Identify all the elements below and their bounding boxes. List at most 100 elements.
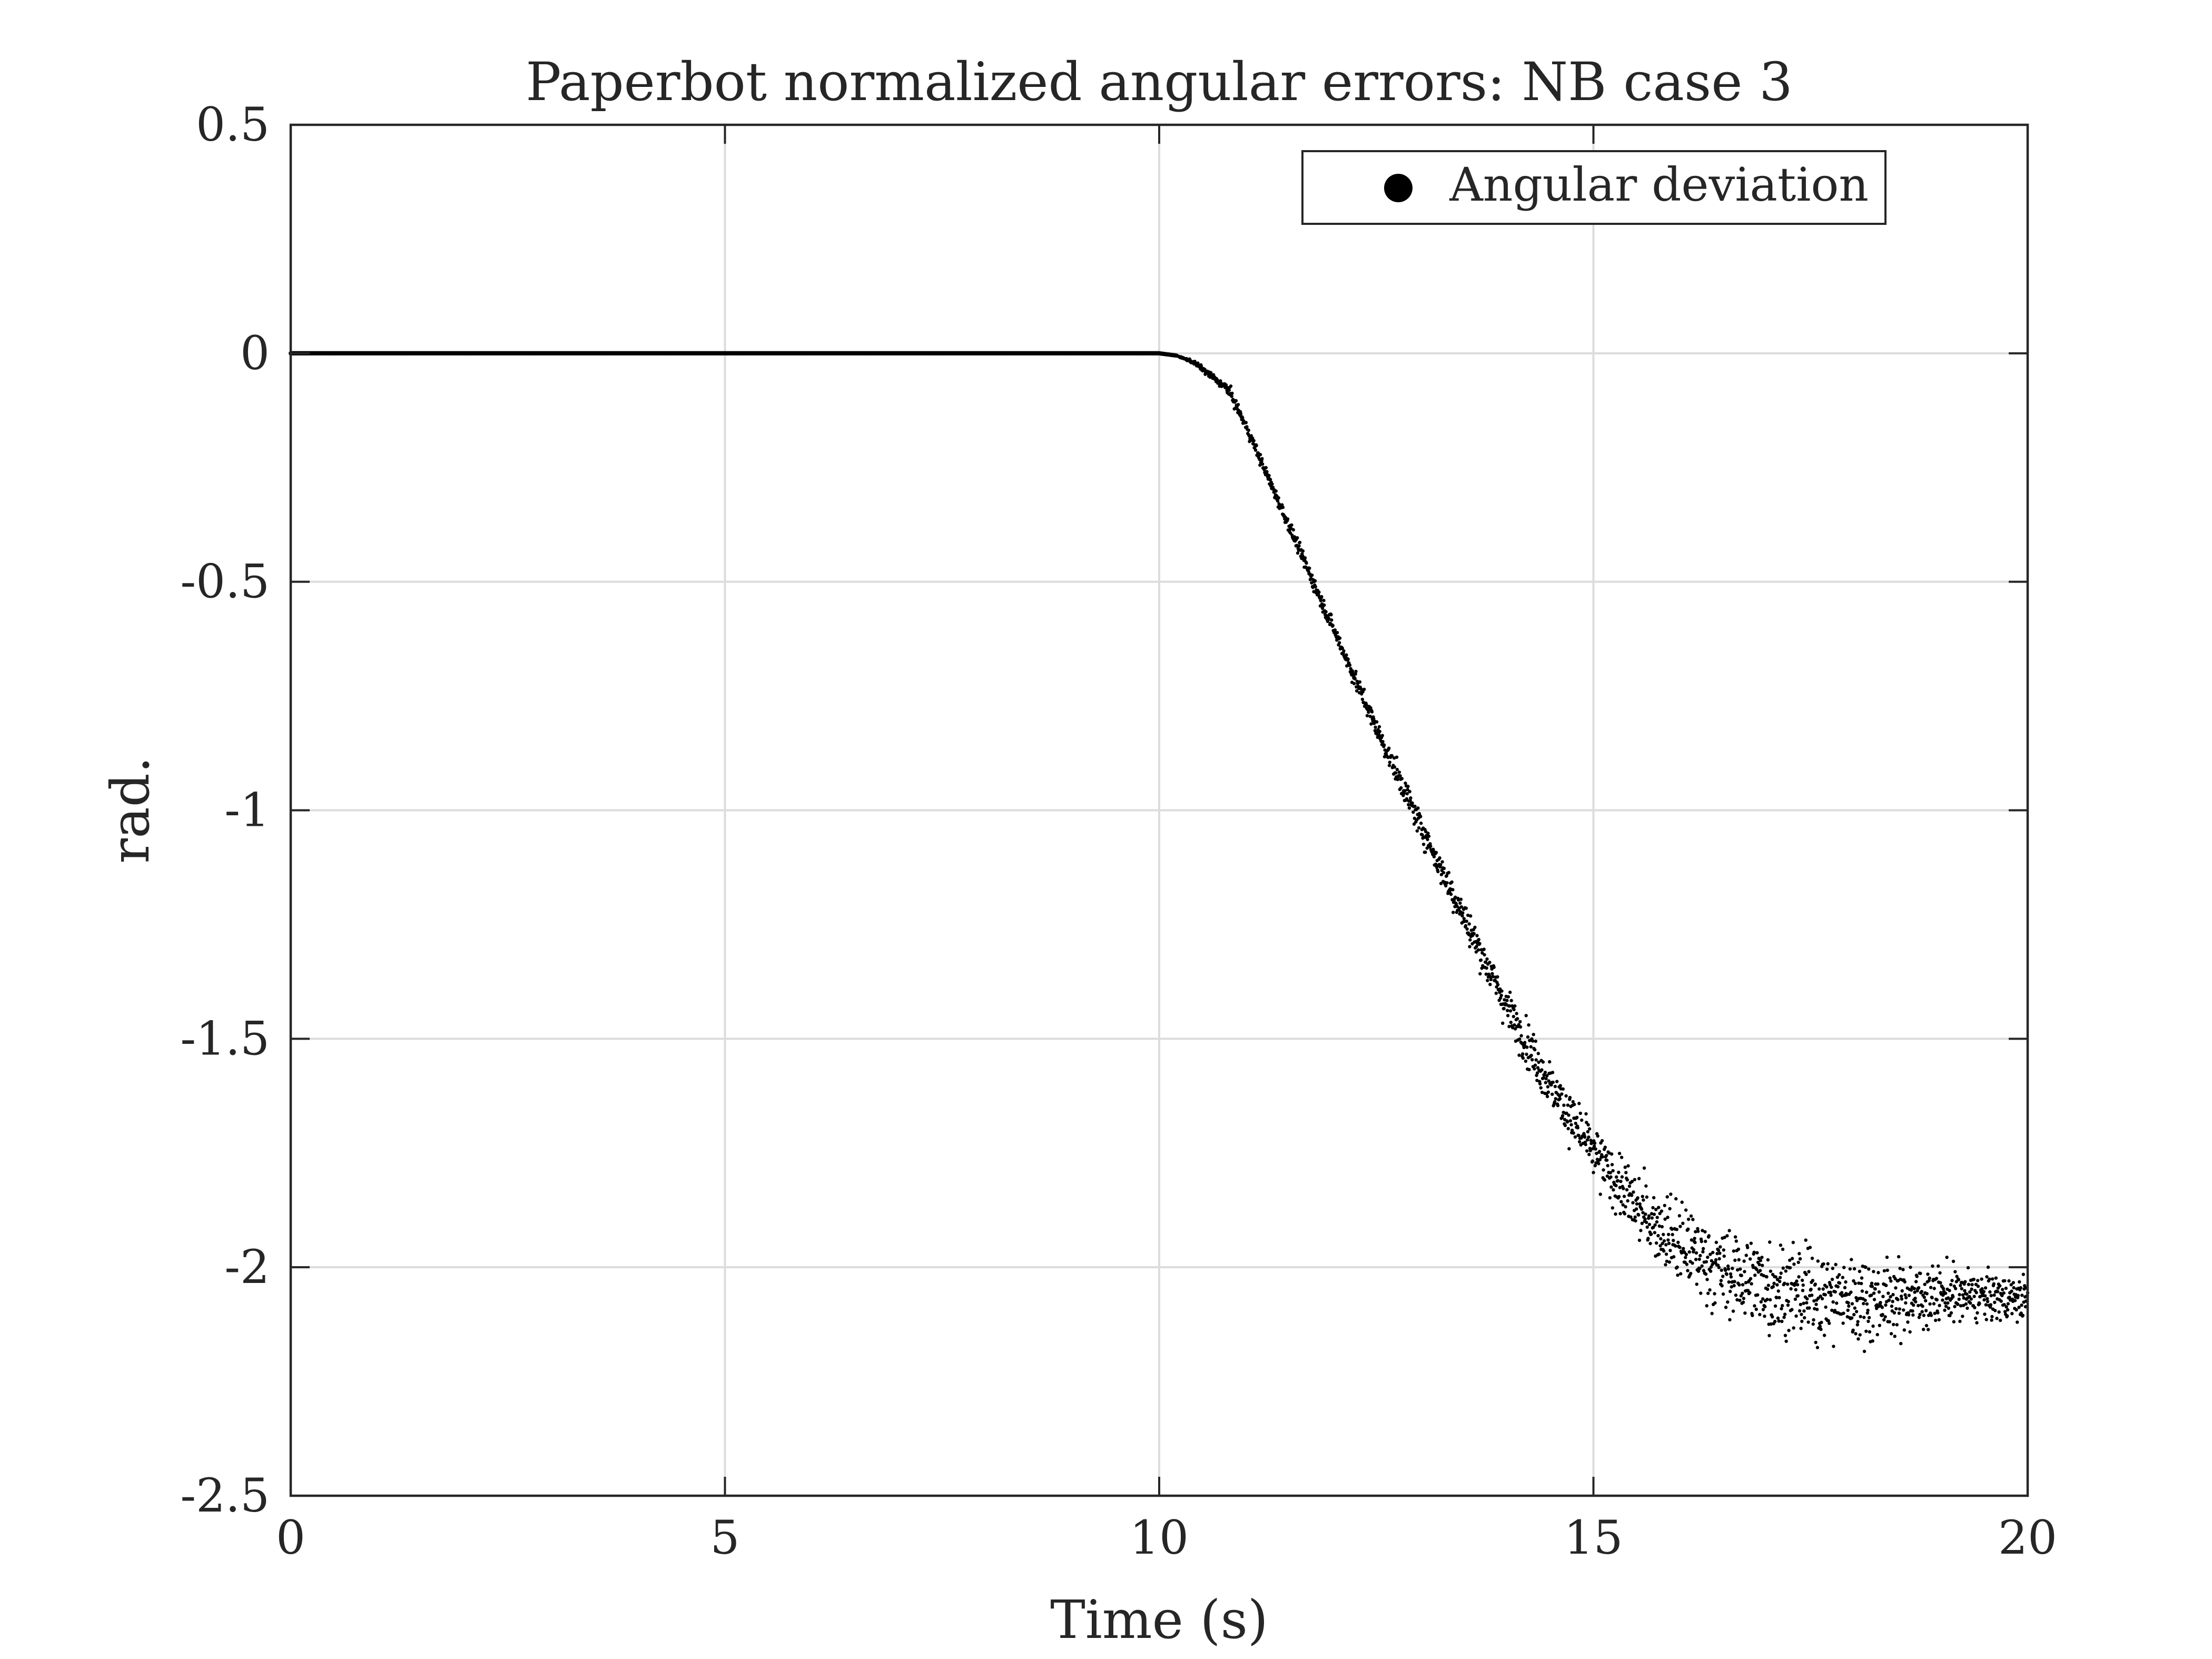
scatter-point (1508, 990, 1512, 994)
scatter-point (1721, 1292, 1725, 1296)
scatter-point (1948, 1314, 1952, 1318)
scatter-point (1517, 1053, 1521, 1057)
scatter-point (1686, 1217, 1691, 1221)
scatter-point (1796, 1294, 1800, 1298)
scatter-point (1617, 1170, 1621, 1174)
scatter-point (1661, 1241, 1664, 1246)
legend-marker (1384, 174, 1413, 202)
scatter-point (1811, 1322, 1815, 1326)
scatter-point (1646, 1237, 1650, 1240)
scatter-point (1798, 1257, 1802, 1261)
scatter-point (1892, 1322, 1895, 1327)
scatter-point (1744, 1281, 1748, 1285)
scatter-point (1969, 1297, 1973, 1301)
scatter-point (1555, 1080, 1559, 1083)
scatter-point (1738, 1298, 1742, 1302)
scatter-point (1667, 1241, 1671, 1246)
scatter-point (1784, 1269, 1788, 1273)
scatter-point (1879, 1301, 1882, 1305)
scatter-point (1995, 1317, 1999, 1320)
scatter-point (1917, 1316, 1921, 1319)
scatter-point (1824, 1305, 1828, 1309)
scatter-point (1748, 1291, 1752, 1295)
scatter-point (1763, 1305, 1767, 1309)
scatter-point (1709, 1269, 1713, 1273)
scatter-point (1737, 1283, 1741, 1287)
scatter-point (1755, 1268, 1759, 1271)
scatter-point (1622, 1194, 1626, 1198)
scatter-point (1625, 1188, 1629, 1192)
scatter-point (1641, 1211, 1645, 1214)
scatter-point (1663, 1203, 1666, 1208)
scatter-point (1767, 1334, 1771, 1338)
scatter-point (1768, 1240, 1772, 1244)
scatter-point (1486, 979, 1489, 982)
scatter-point (1815, 1308, 1819, 1311)
scatter-point (1771, 1285, 1775, 1289)
scatter-point (1906, 1320, 1910, 1324)
scatter-point (1442, 866, 1446, 871)
scatter-point (1618, 1186, 1622, 1189)
scatter-point (1381, 740, 1385, 744)
scatter-point (1932, 1287, 1936, 1290)
scatter-point (1519, 1034, 1523, 1038)
scatter-point (2006, 1302, 2010, 1306)
scatter-point (1799, 1302, 1802, 1307)
scatter-point (1624, 1205, 1627, 1209)
scatter-point (1860, 1276, 1864, 1280)
scatter-point (1462, 917, 1466, 921)
scatter-point (1909, 1266, 1912, 1269)
scatter-point (1699, 1291, 1703, 1295)
scatter-point (1565, 1120, 1569, 1124)
scatter-point (1209, 371, 1213, 374)
scatter-point (1793, 1281, 1797, 1286)
scatter-point (1750, 1282, 1753, 1286)
scatter-point (1516, 1017, 1519, 1021)
scatter-point (1324, 610, 1328, 614)
scatter-point (1403, 789, 1407, 793)
scatter-point (1468, 945, 1472, 949)
scatter-point (1922, 1296, 1926, 1299)
scatter-point (1701, 1247, 1705, 1250)
scatter-point (1974, 1291, 1978, 1295)
scatter-point (2016, 1320, 2019, 1324)
scatter-point (1358, 680, 1362, 684)
scatter-point (1665, 1259, 1668, 1263)
scatter-point (1479, 958, 1483, 962)
scatter-point (1352, 682, 1356, 686)
scatter-point (1488, 983, 1492, 986)
scatter-point (1919, 1271, 1922, 1276)
scatter-point (1702, 1269, 1706, 1272)
scatter-point (1957, 1278, 1961, 1282)
scatter-point (1394, 771, 1398, 775)
scatter-point (1753, 1273, 1757, 1277)
scatter-point (1460, 914, 1464, 918)
scatter-point (1982, 1298, 1986, 1302)
scatter-point (1655, 1216, 1659, 1219)
scatter-point (1684, 1252, 1688, 1257)
scatter-point (1855, 1323, 1859, 1327)
scatter-point (1512, 1008, 1516, 1012)
scatter-point (1704, 1260, 1709, 1263)
scatter-point (1759, 1259, 1763, 1262)
scatter-point (1485, 957, 1489, 961)
scatter-point (1710, 1259, 1713, 1263)
scatter-point (1898, 1267, 1902, 1270)
scatter-point (1626, 1164, 1630, 1168)
scatter-point (1845, 1293, 1849, 1297)
y-axis-label: rad. (100, 756, 161, 863)
scatter-point (1877, 1271, 1880, 1275)
scatter-point (1928, 1302, 1932, 1306)
scatter-point (1267, 473, 1271, 478)
scatter-point (2010, 1312, 2014, 1316)
scatter-point (1451, 888, 1455, 892)
scatter-point (1933, 1311, 1937, 1315)
scatter-point (1558, 1094, 1562, 1098)
scatter-point (1668, 1207, 1672, 1211)
scatter-point (1454, 895, 1457, 899)
scatter-point (1795, 1279, 1799, 1283)
scatter-point (1781, 1303, 1784, 1308)
scatter-point (1722, 1248, 1725, 1252)
scatter-point (1416, 806, 1420, 810)
scatter-point (1991, 1277, 1994, 1281)
